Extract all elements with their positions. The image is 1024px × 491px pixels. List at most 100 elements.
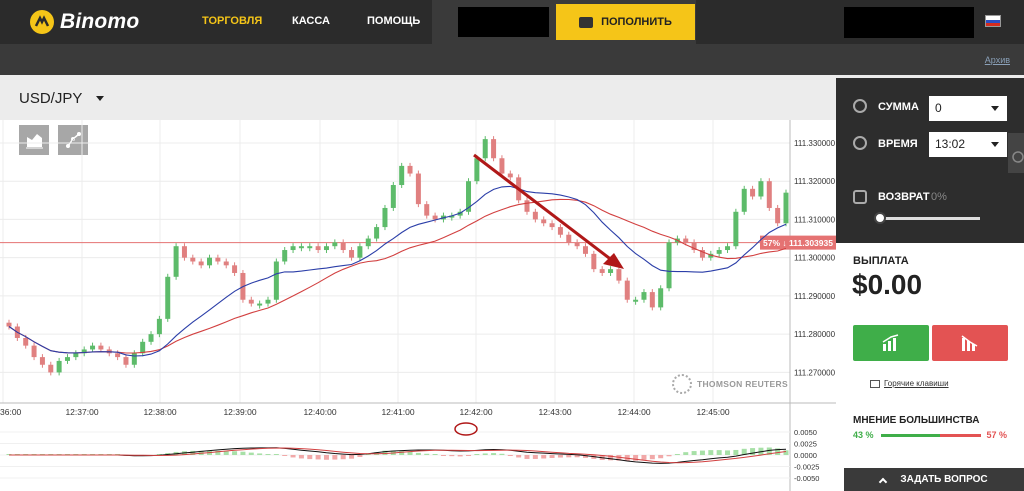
- oscillator-tick-label: -0.0025: [794, 463, 819, 472]
- call-button[interactable]: [853, 325, 929, 361]
- oscillator-bar: [23, 454, 29, 455]
- russia-flag-icon[interactable]: [985, 15, 1001, 27]
- candle: [282, 250, 288, 262]
- binomo-logo-icon: [30, 10, 54, 34]
- oscillator-tick-label: 0.0025: [794, 440, 817, 449]
- candle: [340, 242, 346, 251]
- oscillator-bar: [549, 455, 555, 458]
- time-tick-label: 12:39:00: [223, 407, 256, 417]
- candle: [374, 227, 380, 239]
- candle: [257, 303, 263, 306]
- price-tick-label: 111.310000: [794, 215, 836, 224]
- redacted-account[interactable]: [844, 7, 974, 38]
- nav-help[interactable]: ПОМОЩЬ: [367, 15, 421, 27]
- oscillator-tick-label: -0.0050: [794, 474, 819, 483]
- chart-type-button[interactable]: [19, 125, 49, 155]
- price-tick-label: 111.290000: [794, 292, 836, 301]
- chart-area[interactable]: USD/JPY 111.330000 111.320000 111.310000 11…: [0, 78, 836, 491]
- oscillator-bar: [98, 454, 104, 455]
- oscillator-bar: [215, 450, 221, 455]
- candle: [14, 326, 20, 338]
- time-select[interactable]: 13:02: [929, 132, 1007, 157]
- ask-question-label: ЗАДАТЬ ВОПРОС: [900, 474, 988, 485]
- oscillator-bar: [541, 455, 547, 459]
- chevron-down-icon[interactable]: [96, 96, 104, 101]
- return-label: ВОЗВРАТ: [878, 191, 930, 203]
- oscillator-bar: [591, 455, 597, 459]
- payout-label: ВЫПЛАТА: [853, 255, 909, 267]
- redacted-balance: [458, 7, 549, 37]
- oscillator-bar: [599, 455, 605, 461]
- candle: [232, 265, 238, 273]
- price-tick-label: 111.320000: [794, 177, 836, 186]
- oscillator-bar: [64, 454, 70, 455]
- oscillator-bar: [232, 451, 238, 455]
- return-slider[interactable]: [880, 217, 980, 220]
- pair-header: USD/JPY: [0, 78, 836, 120]
- candle: [666, 242, 672, 289]
- candle: [507, 173, 513, 178]
- oscillator-bar: [557, 455, 563, 458]
- return-slider-handle[interactable]: [874, 212, 886, 224]
- pair-selector[interactable]: USD/JPY: [19, 90, 83, 107]
- chevron-down-icon: [991, 142, 999, 147]
- candle: [307, 246, 313, 249]
- majority-label: МНЕНИЕ БОЛЬШИНСТВА: [853, 415, 980, 426]
- hotkeys-link[interactable]: Горячие клавиши: [884, 379, 949, 388]
- oscillator-bar: [340, 455, 346, 460]
- price-tick-label: 111.280000: [794, 330, 836, 339]
- time-tick-label: 12:43:00: [538, 407, 571, 417]
- candle: [148, 334, 154, 342]
- stopwatch-button[interactable]: [1008, 133, 1024, 173]
- archive-link[interactable]: Архив: [984, 55, 1010, 65]
- oscillator-signal-line: [9, 447, 787, 464]
- nav-cashier[interactable]: КАССА: [292, 15, 330, 27]
- oscillator-bar: [190, 450, 196, 455]
- oscillator-bar: [415, 452, 421, 455]
- candle: [106, 349, 112, 354]
- candle: [265, 299, 271, 304]
- deposit-button[interactable]: ПОПОЛНИТЬ: [556, 4, 695, 40]
- oscillator-bar: [257, 453, 263, 455]
- top-bar: Binomo ТОРГОВЛЯ КАССА ПОМОЩЬ ПОПОЛНИТЬ: [0, 0, 1024, 44]
- stopwatch-icon: [1012, 151, 1024, 163]
- ask-question-button[interactable]: ЗАДАТЬ ВОПРОС: [844, 468, 1024, 491]
- candle: [574, 242, 580, 247]
- chart-down-icon: [961, 335, 978, 351]
- candle: [716, 250, 722, 254]
- amount-select[interactable]: 0: [929, 96, 1007, 121]
- indicators-icon: [66, 132, 81, 148]
- oscillator-bar: [716, 450, 722, 455]
- oscillator-bar: [198, 450, 204, 455]
- oscillator-bar: [56, 454, 62, 455]
- indicators-button[interactable]: [58, 125, 88, 155]
- oscillator-bar: [390, 450, 396, 455]
- oscillator-bar: [474, 454, 480, 455]
- oscillator-bar: [307, 455, 313, 460]
- current-price-badge: [760, 235, 836, 250]
- candle: [624, 280, 630, 300]
- candle: [491, 139, 497, 159]
- oscillator-bar: [608, 455, 614, 461]
- candle: [482, 139, 488, 159]
- candle: [39, 357, 45, 365]
- oscillator-bar: [708, 450, 714, 455]
- amount-label: СУММА: [878, 101, 919, 113]
- oscillator-bar: [683, 452, 689, 455]
- candle: [349, 250, 355, 258]
- logo[interactable]: Binomo: [30, 9, 139, 35]
- time-tick-label: 12:45:00: [696, 407, 729, 417]
- oscillator-bar: [39, 454, 45, 455]
- nav-trading[interactable]: ТОРГОВЛЯ: [202, 15, 263, 27]
- put-button[interactable]: [932, 325, 1008, 361]
- majority-down-percent: 57 %: [986, 430, 1007, 440]
- candle: [98, 345, 104, 350]
- candle: [440, 215, 446, 220]
- price-tick-label: 111.330000: [794, 139, 836, 148]
- candle: [499, 158, 505, 174]
- candle: [315, 246, 321, 251]
- logo-text: Binomo: [60, 10, 140, 33]
- area-chart-icon: [26, 134, 43, 149]
- oscillator-bar: [616, 455, 622, 461]
- oscillator-bar: [482, 453, 488, 455]
